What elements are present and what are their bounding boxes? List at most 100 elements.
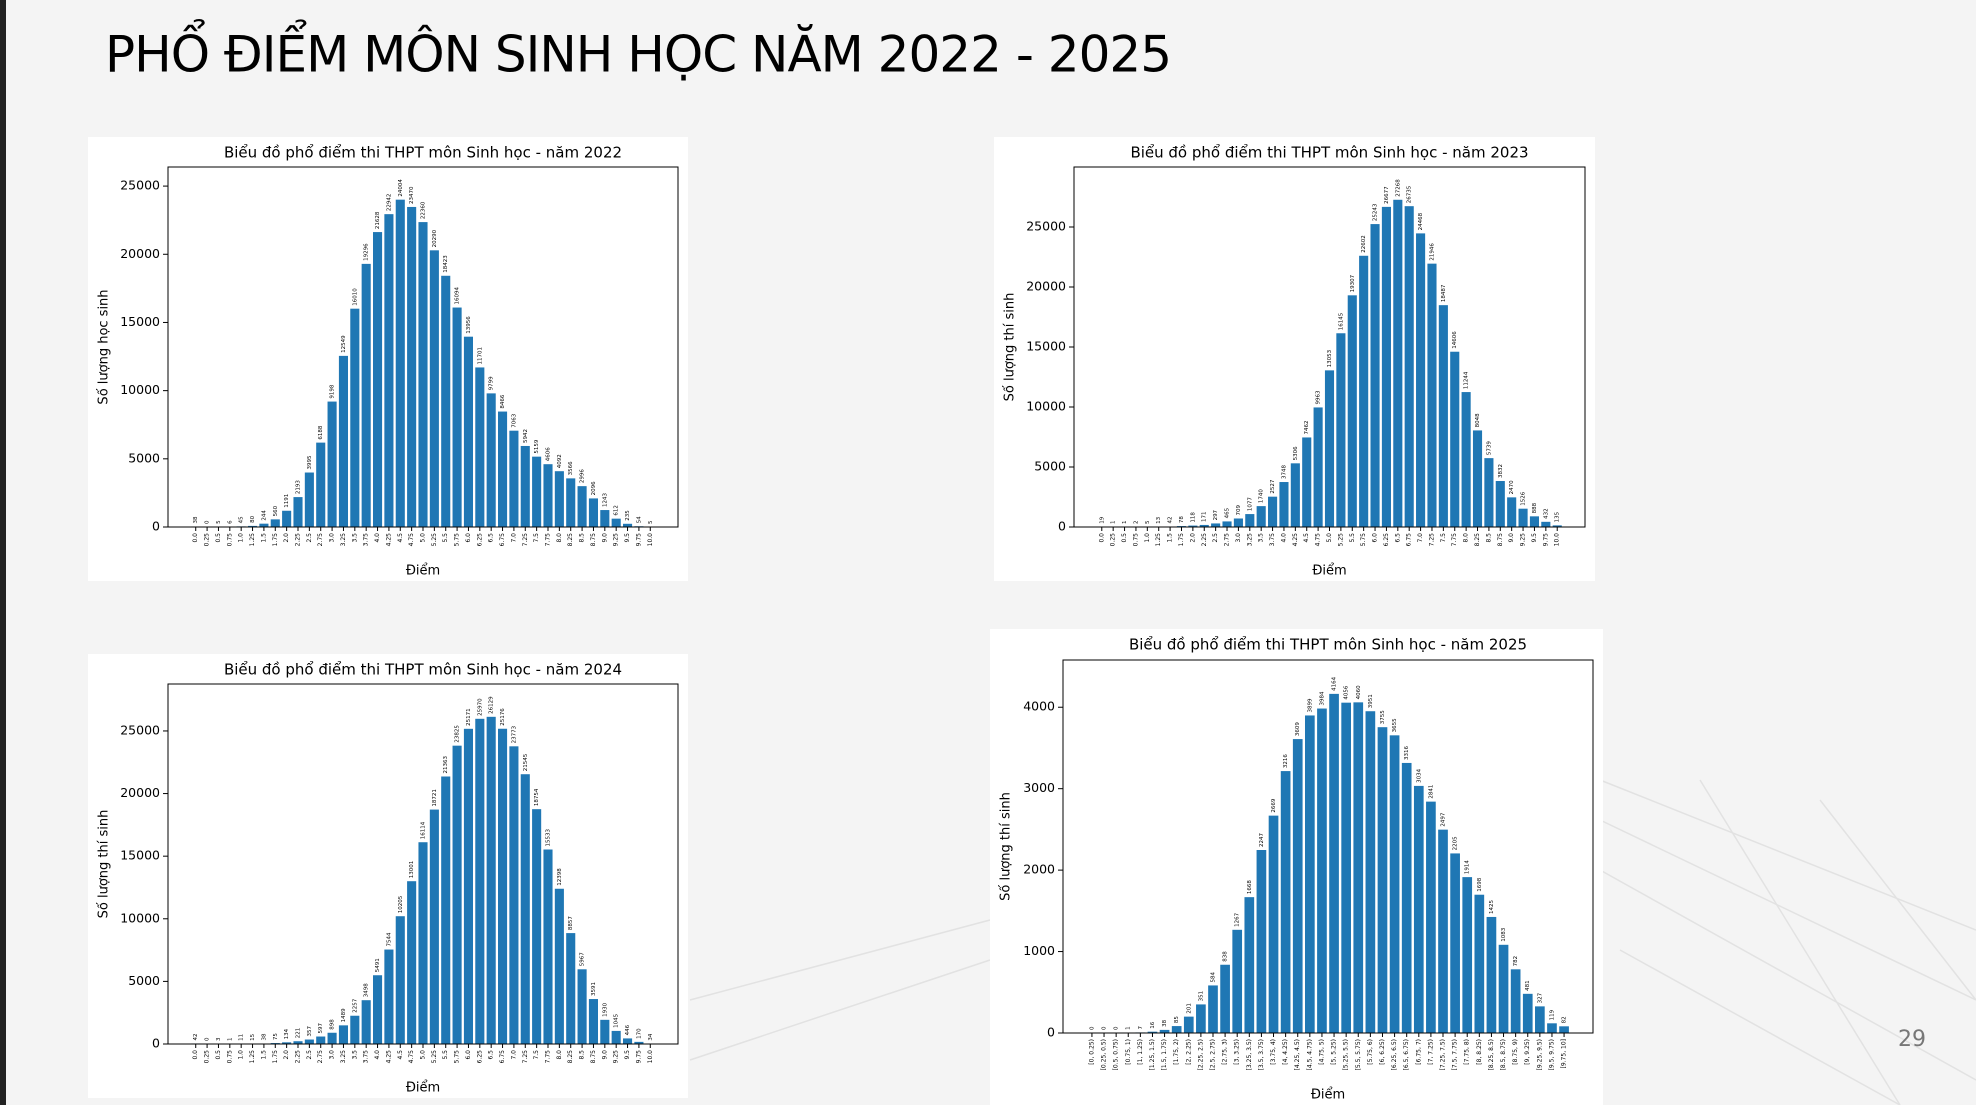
bar: [429, 809, 439, 1044]
x-tick-label: 0.75: [1132, 533, 1139, 547]
data-label: 11701: [477, 347, 483, 365]
bar: [248, 525, 258, 527]
x-tick-label: 3.75: [363, 1050, 370, 1064]
x-tick-label: 8.75: [1497, 533, 1504, 547]
data-label: 5739: [1486, 441, 1492, 455]
x-tick-label: [3, 3.25): [1234, 1039, 1241, 1065]
bar: [407, 206, 417, 528]
bar: [1268, 815, 1279, 1033]
data-label: 80: [250, 515, 256, 522]
x-tick-label: 8.25: [567, 533, 574, 547]
x-tick-label: 0.75: [226, 1050, 233, 1064]
data-label: 838: [1223, 951, 1229, 962]
x-tick-label: 1.0: [238, 533, 245, 543]
x-tick-label: 3.0: [1235, 533, 1242, 543]
x-tick-label: [2.25, 2.5): [1197, 1039, 1204, 1070]
bar: [1552, 525, 1562, 527]
data-label: 5942: [523, 429, 529, 443]
x-tick-label: [5.75, 6): [1367, 1039, 1374, 1065]
data-label: 1267: [1235, 912, 1241, 926]
x-tick-label: [9.75, 10]: [1561, 1039, 1568, 1069]
chart-title: Biểu đồ phổ điểm thi THPT môn Sinh học -…: [224, 661, 622, 679]
bar: [361, 263, 371, 527]
y-tick-label: 25000: [1026, 219, 1066, 234]
x-tick-label: 8.25: [567, 1050, 574, 1064]
x-tick-label: [6.5, 6.75): [1403, 1039, 1410, 1070]
bar: [475, 367, 485, 527]
y-tick-label: 0: [1058, 519, 1066, 534]
x-tick-label: 0.5: [215, 1050, 222, 1060]
x-tick-label: 8.75: [590, 533, 597, 547]
chart-title: Biểu đồ phổ điểm thi THPT môn Sinh học -…: [224, 144, 622, 162]
x-tick-label: 9.5: [624, 1050, 631, 1060]
bar: [1347, 295, 1357, 527]
x-tick-label: 6.5: [1394, 533, 1401, 543]
x-tick-label: 3.75: [1269, 533, 1276, 547]
data-label: 9198: [330, 384, 336, 398]
data-label: 0: [205, 1037, 211, 1041]
data-label: 45: [239, 516, 245, 523]
x-tick-label: 1.75: [1178, 533, 1185, 547]
data-label: 13956: [466, 316, 472, 334]
x-tick-label: 7.5: [533, 533, 540, 543]
x-tick-label: 0.0: [192, 533, 199, 543]
x-tick-label: [3.75, 4): [1270, 1039, 1277, 1065]
x-tick-label: 4.0: [374, 1050, 381, 1060]
x-tick-label: 6.75: [1406, 533, 1413, 547]
bar: [1302, 437, 1312, 527]
x-tick-label: [8, 8.25): [1476, 1039, 1483, 1065]
data-label: 78: [1179, 516, 1185, 523]
x-tick-label: 5.25: [431, 533, 438, 547]
y-tick-label: 10000: [120, 910, 160, 925]
x-tick-label: 2.25: [295, 533, 302, 547]
background-line: [689, 919, 991, 1001]
bar: [338, 355, 348, 527]
x-tick-label: [1.25, 1.5): [1149, 1039, 1156, 1070]
data-label: 4060: [1356, 685, 1362, 699]
x-tick-label: 5.25: [1337, 533, 1344, 547]
x-tick-label: 10.0: [647, 533, 654, 547]
bar: [1365, 711, 1376, 1033]
x-tick-label: 5.5: [1349, 533, 1356, 543]
data-label: 2: [1133, 520, 1139, 524]
data-label: 25243: [1373, 203, 1379, 221]
x-tick-label: [6.75, 7): [1415, 1039, 1422, 1065]
data-label: 2470: [1509, 480, 1515, 494]
data-label: 1: [1126, 1026, 1132, 1030]
data-label: 3899: [1307, 698, 1313, 712]
data-label: 3748: [1281, 465, 1287, 479]
data-label: 244: [261, 510, 267, 521]
x-tick-label: 1.5: [260, 1050, 267, 1060]
bar: [1426, 801, 1436, 1033]
data-label: 54: [636, 516, 642, 523]
data-label: 21545: [523, 753, 529, 771]
bar: [1541, 521, 1551, 527]
bar: [373, 975, 383, 1044]
x-tick-label: [7.75, 8): [1464, 1039, 1471, 1065]
slide-title: PHỔ ĐIỂM MÔN SINH HỌC NĂM 2022 - 2025: [105, 19, 1171, 84]
bar: [509, 746, 519, 1044]
bar: [1461, 392, 1471, 527]
x-tick-label: 3.75: [363, 533, 370, 547]
x-tick-label: 4.75: [1315, 533, 1322, 547]
bar: [1547, 1023, 1557, 1033]
x-tick-label: [5.5, 5.75): [1355, 1039, 1362, 1070]
y-axis-label: Số lượng thí sinh: [999, 792, 1014, 901]
bar: [1450, 351, 1460, 527]
y-tick-label: 1000: [1023, 943, 1055, 958]
bar: [429, 250, 439, 527]
bar: [1245, 514, 1255, 527]
data-label: 75: [273, 1033, 279, 1040]
y-tick-label: 20000: [1026, 279, 1066, 294]
data-label: 22602: [1361, 235, 1367, 253]
bar: [1413, 785, 1424, 1033]
x-tick-label: 8.0: [556, 1050, 563, 1060]
bar: [1353, 702, 1364, 1033]
data-label: 432: [1543, 508, 1549, 519]
data-label: 3832: [1498, 464, 1504, 478]
data-label: 1: [227, 1037, 233, 1041]
x-tick-label: 8.0: [1463, 533, 1470, 543]
data-label: 13: [1156, 516, 1162, 523]
bar: [395, 199, 405, 527]
bar: [1280, 771, 1291, 1033]
